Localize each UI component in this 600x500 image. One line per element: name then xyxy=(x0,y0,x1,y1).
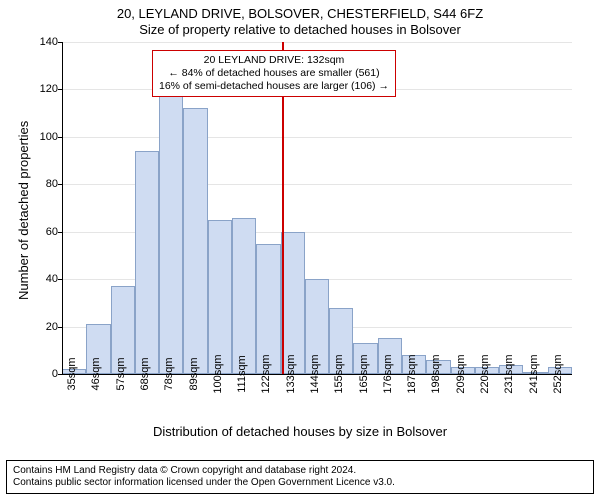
histogram-bar xyxy=(208,220,232,374)
chart-title-line1: 20, LEYLAND DRIVE, BOLSOVER, CHESTERFIEL… xyxy=(0,6,600,22)
annotation-line2: ← 84% of detached houses are smaller (56… xyxy=(159,67,389,80)
histogram-bar xyxy=(281,232,305,374)
histogram-chart: 20, LEYLAND DRIVE, BOLSOVER, CHESTERFIEL… xyxy=(0,0,600,500)
gridline xyxy=(62,137,572,138)
plot-area: 02040608010012014035sqm46sqm57sqm68sqm78… xyxy=(62,42,572,374)
x-axis-line xyxy=(62,374,572,375)
attribution-footer: Contains HM Land Registry data © Crown c… xyxy=(6,460,594,494)
gridline xyxy=(62,42,572,43)
histogram-bar xyxy=(135,151,159,374)
histogram-bar xyxy=(183,108,207,374)
annotation-box: 20 LEYLAND DRIVE: 132sqm← 84% of detache… xyxy=(152,50,396,97)
footer-line2: Contains public sector information licen… xyxy=(13,477,587,489)
histogram-bar xyxy=(232,218,256,375)
footer-line1: Contains HM Land Registry data © Crown c… xyxy=(13,465,587,477)
histogram-bar xyxy=(159,94,183,374)
chart-title-line2: Size of property relative to detached ho… xyxy=(0,22,600,38)
y-axis-label: Number of detached properties xyxy=(16,121,31,300)
x-axis-label: Distribution of detached houses by size … xyxy=(0,424,600,439)
annotation-line3: 16% of semi-detached houses are larger (… xyxy=(159,80,389,93)
y-axis-line xyxy=(62,42,63,374)
annotation-line1: 20 LEYLAND DRIVE: 132sqm xyxy=(159,54,389,67)
